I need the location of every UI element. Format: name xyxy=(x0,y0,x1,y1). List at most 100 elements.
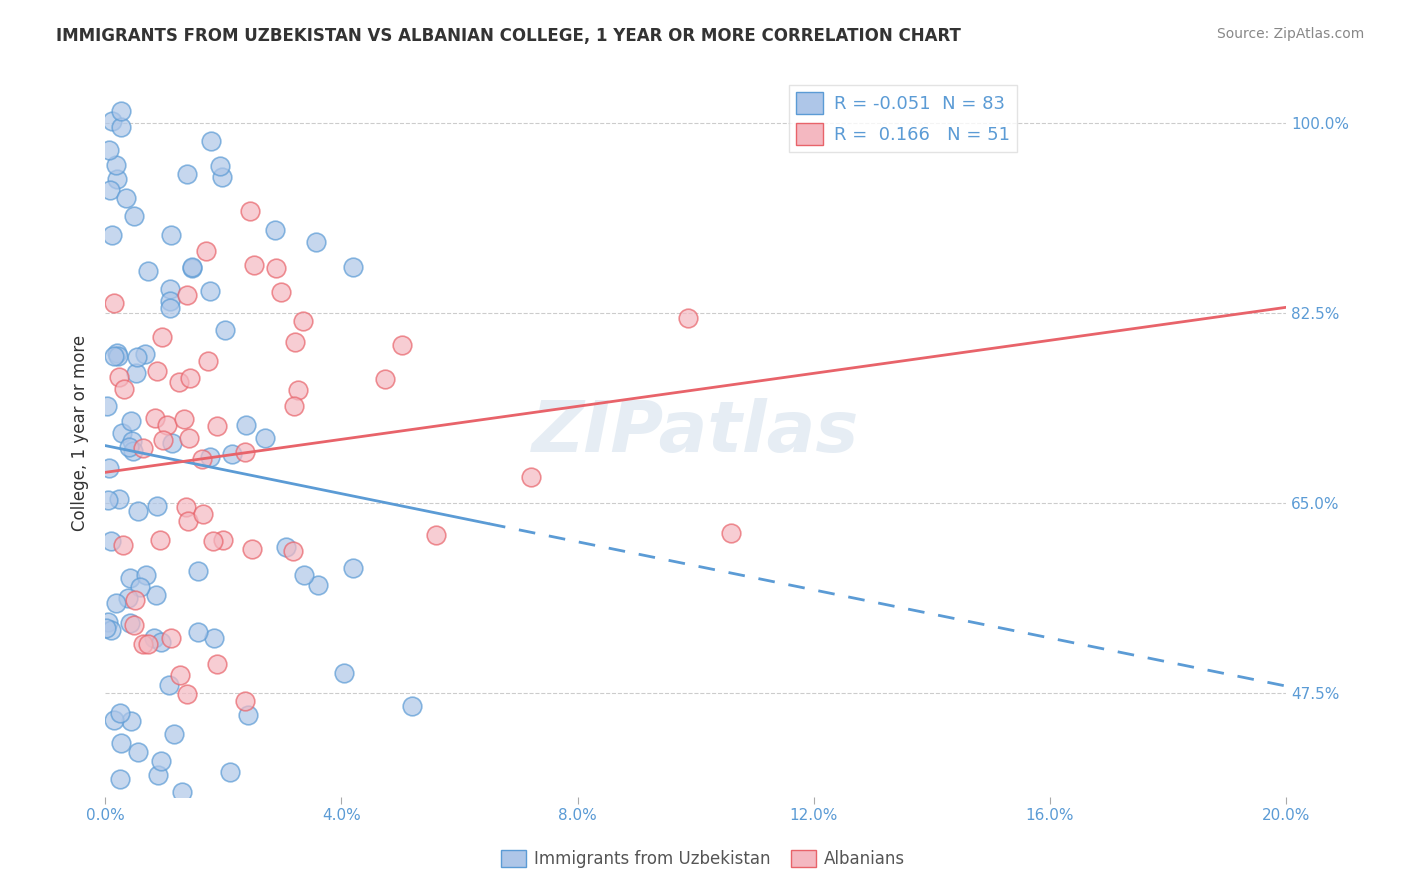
Point xyxy=(292,568,315,582)
Point xyxy=(98,461,121,475)
Point xyxy=(108,492,131,507)
Point xyxy=(172,785,194,799)
Point xyxy=(145,364,167,378)
Point xyxy=(205,418,228,433)
Point xyxy=(96,399,118,413)
Point xyxy=(146,768,169,782)
Point xyxy=(333,665,356,680)
Point xyxy=(274,540,297,554)
Point xyxy=(136,638,159,652)
Point xyxy=(122,617,145,632)
Point xyxy=(98,184,121,198)
Point xyxy=(173,412,195,426)
Point xyxy=(145,588,167,602)
Point xyxy=(108,772,131,786)
Point xyxy=(214,323,236,337)
Point xyxy=(191,451,214,466)
Point xyxy=(120,414,142,428)
Y-axis label: College, 1 year or more: College, 1 year or more xyxy=(72,334,89,531)
Point xyxy=(120,714,142,729)
Point xyxy=(122,209,145,223)
Point xyxy=(135,568,157,582)
Point xyxy=(159,293,181,308)
Point xyxy=(127,504,149,518)
Point xyxy=(117,440,139,454)
Point xyxy=(146,500,169,514)
Point xyxy=(391,338,413,352)
Point xyxy=(163,727,186,741)
Text: Source: ZipAtlas.com: Source: ZipAtlas.com xyxy=(1216,27,1364,41)
Point xyxy=(94,621,117,635)
Point xyxy=(264,223,287,237)
Point xyxy=(108,370,131,384)
Point xyxy=(124,592,146,607)
Point xyxy=(121,434,143,449)
Point xyxy=(425,528,447,542)
Point xyxy=(167,375,190,389)
Point xyxy=(202,533,225,548)
Point xyxy=(134,347,156,361)
Legend: Immigrants from Uzbekistan, Albanians: Immigrants from Uzbekistan, Albanians xyxy=(494,843,912,875)
Point xyxy=(308,577,330,591)
Point xyxy=(104,158,127,172)
Point xyxy=(198,284,221,298)
Point xyxy=(401,698,423,713)
Point xyxy=(179,371,201,385)
Point xyxy=(176,500,198,515)
Point xyxy=(125,366,148,380)
Point xyxy=(162,436,184,450)
Point xyxy=(149,533,172,547)
Point xyxy=(253,431,276,445)
Point xyxy=(212,533,235,547)
Point xyxy=(194,244,217,258)
Point xyxy=(118,616,141,631)
Point xyxy=(125,350,148,364)
Point xyxy=(127,745,149,759)
Point xyxy=(150,330,173,344)
Point xyxy=(374,372,396,386)
Point xyxy=(97,615,120,629)
Point xyxy=(112,383,135,397)
Point xyxy=(242,258,264,272)
Point xyxy=(221,447,243,461)
Point xyxy=(159,301,181,315)
Point xyxy=(142,631,165,645)
Point xyxy=(160,631,183,645)
Point xyxy=(176,287,198,301)
Point xyxy=(520,470,543,484)
Point xyxy=(211,169,233,184)
Point xyxy=(198,450,221,464)
Point xyxy=(205,657,228,672)
Legend: R = -0.051  N = 83, R =  0.166   N = 51: R = -0.051 N = 83, R = 0.166 N = 51 xyxy=(789,85,1017,153)
Point xyxy=(219,764,242,779)
Point xyxy=(176,167,198,181)
Point xyxy=(179,431,201,445)
Point xyxy=(159,282,181,296)
Point xyxy=(103,713,125,727)
Point xyxy=(202,631,225,645)
Point xyxy=(103,349,125,363)
Point xyxy=(117,591,139,606)
Point xyxy=(187,564,209,578)
Point xyxy=(240,541,263,556)
Point xyxy=(235,418,257,433)
Text: ZIPatlas: ZIPatlas xyxy=(531,398,859,467)
Point xyxy=(156,417,179,432)
Point xyxy=(115,191,138,205)
Point xyxy=(138,264,160,278)
Point xyxy=(149,754,172,768)
Point xyxy=(176,687,198,701)
Point xyxy=(129,580,152,594)
Point xyxy=(100,623,122,637)
Point xyxy=(720,526,742,541)
Point xyxy=(342,561,364,575)
Point xyxy=(287,384,309,398)
Point xyxy=(143,410,166,425)
Point xyxy=(157,677,180,691)
Point xyxy=(264,260,287,275)
Point xyxy=(342,260,364,274)
Point xyxy=(108,706,131,721)
Point xyxy=(197,353,219,368)
Point xyxy=(270,285,292,299)
Point xyxy=(101,227,124,242)
